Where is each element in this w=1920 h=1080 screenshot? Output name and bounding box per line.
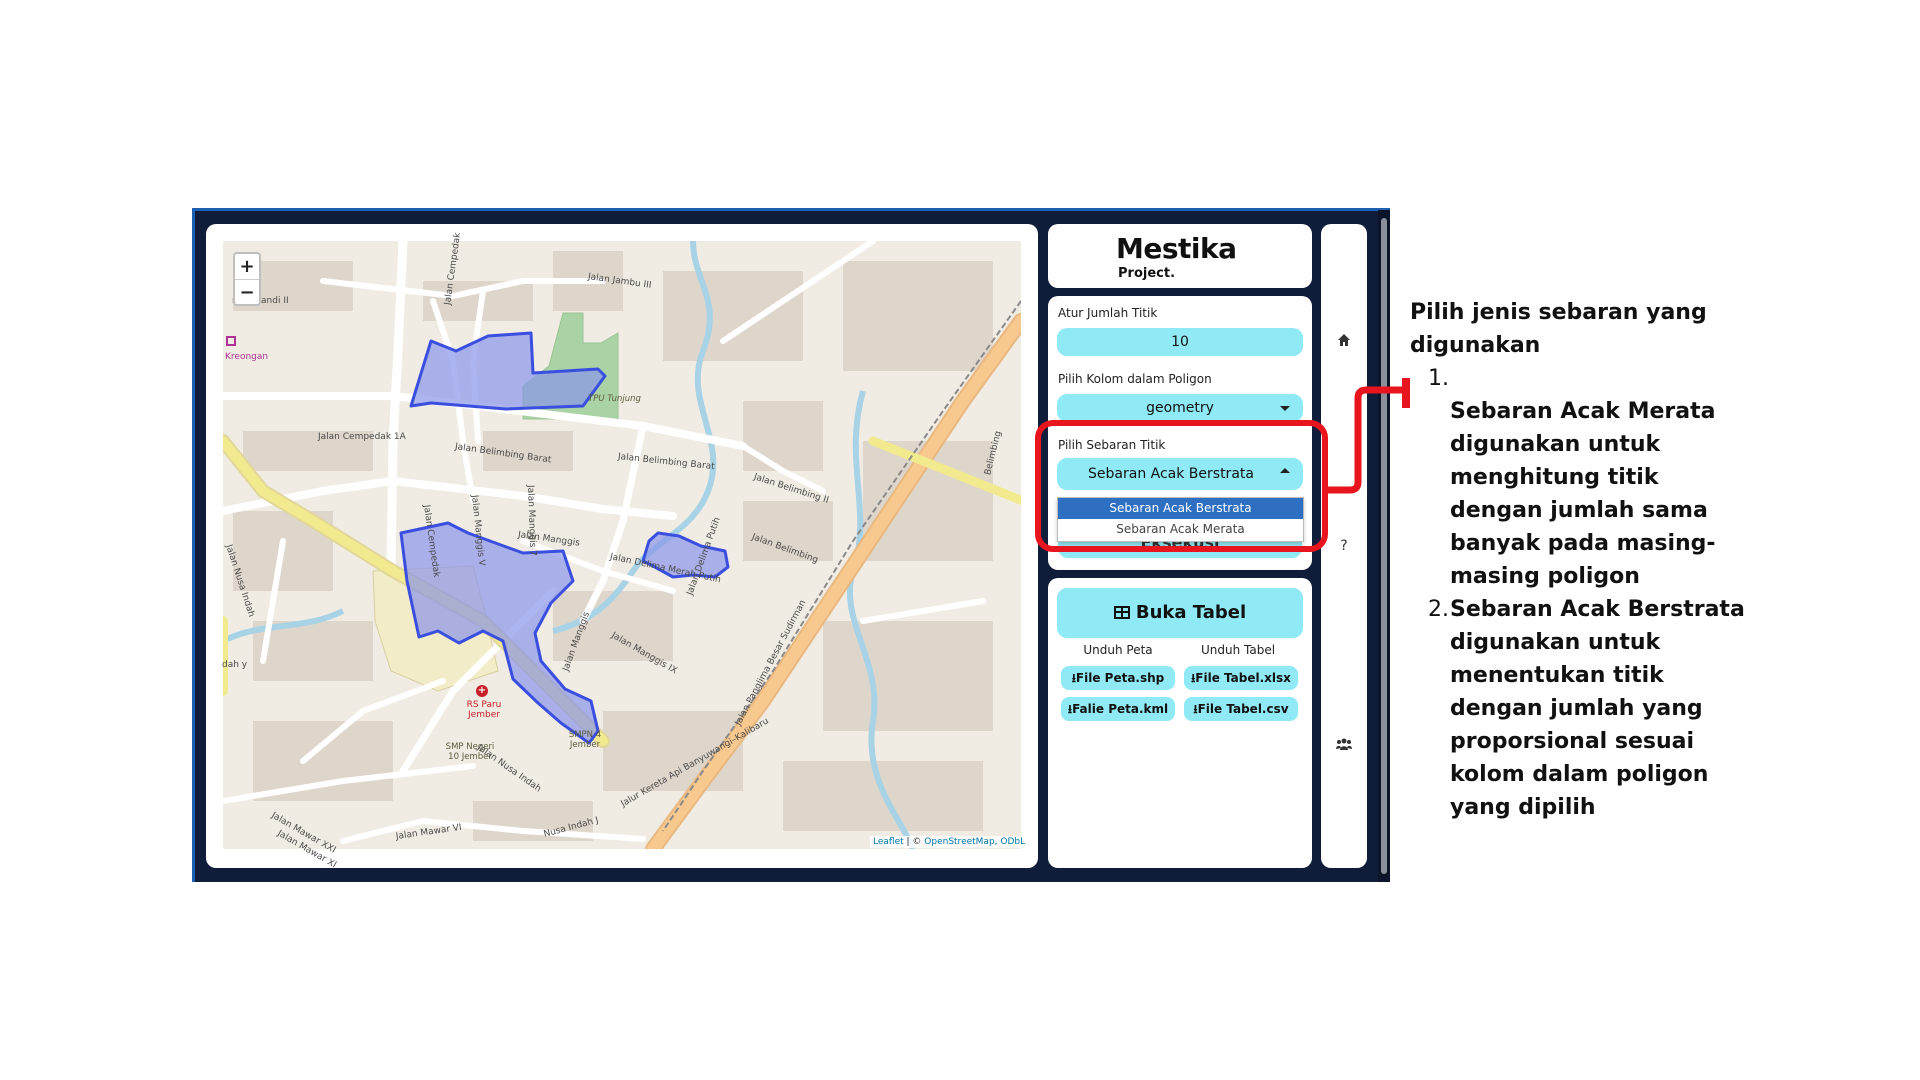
highlight-box — [1035, 420, 1328, 552]
zoom-control: + − — [233, 252, 261, 306]
logo-subtitle: Project. — [1118, 266, 1176, 281]
map-label: SMP Negeri 10 Jember — [445, 742, 495, 762]
annotation-item-text: Sebaran Acak Berstrata digunakan untuk m… — [1450, 597, 1745, 820]
chevron-up-icon — [1280, 468, 1290, 473]
unduh-tabel-heading: Unduh Tabel — [1200, 643, 1276, 657]
home-icon[interactable] — [1332, 333, 1356, 353]
download-csv-label: File Tabel.csv — [1197, 702, 1289, 716]
zoom-in-button[interactable]: + — [235, 254, 259, 280]
download-icon: ⭳ — [1071, 671, 1076, 685]
annotation-heading: Pilih jenis sebaran yang digunakan — [1410, 300, 1707, 358]
polygon-layer — [399, 331, 730, 745]
kreongan-icon — [226, 336, 236, 346]
open-table-label: Buka Tabel — [1135, 602, 1247, 623]
annotation-text: Pilih jenis sebaran yang digunakan 1. Se… — [1410, 296, 1750, 824]
download-icon: ⭳ — [1067, 702, 1073, 716]
download-kml-label: Falie Peta.kml — [1072, 702, 1169, 716]
help-icon[interactable]: ? — [1340, 538, 1348, 554]
unduh-peta-heading: Unduh Peta — [1083, 643, 1153, 657]
side-nav — [1321, 224, 1367, 868]
railway — [662, 300, 1021, 832]
dropdown-option-berstrata[interactable]: Sebaran Acak Berstrata — [1058, 498, 1303, 519]
jumlah-titik-label: Atur Jumlah Titik — [1058, 306, 1158, 320]
map-label: Kreongan — [225, 352, 269, 362]
jumlah-titik-input[interactable]: 10 — [1057, 328, 1303, 356]
open-table-button[interactable]: Buka Tabel — [1057, 588, 1303, 638]
map-label: SMPN 4 Jember — [568, 730, 602, 750]
osm-link[interactable]: OpenStreetMap, ODbL — [924, 837, 1026, 847]
users-icon[interactable] — [1332, 736, 1356, 756]
polygon-3[interactable] — [641, 531, 730, 579]
download-icon: ⭳ — [1191, 671, 1196, 685]
zoom-out-button[interactable]: − — [239, 282, 255, 303]
river — [552, 241, 717, 634]
map-label: dah y — [222, 660, 248, 670]
attribution-separator: | © — [903, 837, 925, 847]
annotation-item-number: 2. — [1428, 597, 1449, 622]
kolom-selected-value: geometry — [1146, 400, 1214, 416]
sebaran-select[interactable]: Sebaran Acak Berstrata — [1057, 458, 1303, 490]
map-label: TPU Tunjung — [588, 394, 641, 404]
download-shp-label: File Peta.shp — [1075, 671, 1165, 685]
polygon-2[interactable] — [399, 521, 600, 745]
kolom-label: Pilih Kolom dalam Poligon — [1058, 372, 1212, 386]
sebaran-label: Pilih Sebaran Titik — [1058, 438, 1166, 452]
download-kml-button[interactable]: ⭳Falie Peta.kml — [1061, 697, 1175, 721]
map-canvas[interactable] — [223, 241, 1021, 849]
annotation-item: 1. Sebaran Acak Merata digunakan untuk m… — [1410, 362, 1750, 593]
annotation-item: 2. Sebaran Acak Berstrata digunakan untu… — [1410, 593, 1750, 824]
download-xlsx-button[interactable]: ⭳File Tabel.xlsx — [1184, 666, 1298, 690]
map-attribution: Leaflet | © OpenStreetMap, ODbL — [870, 836, 1029, 848]
leaflet-link[interactable]: Leaflet — [873, 837, 904, 847]
scrollbar-thumb[interactable] — [1381, 218, 1387, 874]
kolom-select[interactable]: geometry — [1057, 394, 1303, 422]
polygon-1[interactable] — [409, 331, 607, 411]
logo-panel — [1048, 224, 1312, 288]
map-label: RS Paru Jember — [466, 700, 502, 720]
annotation-item-number: 1. — [1428, 366, 1449, 391]
sebaran-selected-value: Sebaran Acak Berstrata — [1088, 466, 1254, 482]
building-blocks — [233, 251, 993, 841]
hospital-icon: + — [476, 685, 488, 697]
table-icon — [1113, 606, 1130, 619]
download-shp-button[interactable]: ⭳File Peta.shp — [1061, 666, 1175, 690]
download-csv-button[interactable]: ⭳File Tabel.csv — [1184, 697, 1298, 721]
map-label: Jalan Cempedak 1A — [318, 432, 406, 442]
dropdown-option-merata[interactable]: Sebaran Acak Merata — [1116, 522, 1245, 536]
annotation-item-text: Sebaran Acak Merata digunakan untuk meng… — [1450, 399, 1716, 589]
annotation-connector — [1328, 378, 1410, 494]
logo-title: Mestika — [1116, 232, 1237, 265]
map-view[interactable] — [223, 241, 1021, 849]
download-icon: ⭳ — [1193, 702, 1198, 716]
chevron-down-icon — [1280, 406, 1290, 411]
download-xlsx-label: File Tabel.xlsx — [1195, 671, 1291, 685]
sebaran-dropdown-list: Sebaran Acak Berstrata Sebaran Acak Mera… — [1057, 497, 1304, 542]
